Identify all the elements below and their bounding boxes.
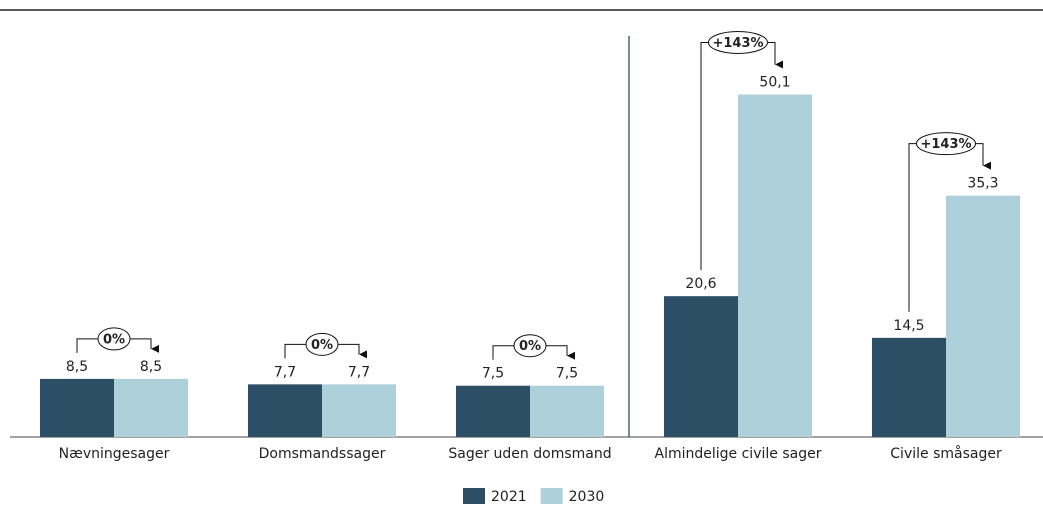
annotation-label: 0% [103, 332, 125, 347]
annotation-bubble [513, 334, 547, 358]
x-tick-label: Domsmandssager [259, 446, 386, 462]
x-tick-label: Almindelige civile sager [655, 446, 822, 462]
bar [664, 296, 738, 437]
bar [738, 94, 812, 438]
bar [322, 384, 396, 437]
value-label: 7,5 [556, 366, 578, 382]
x-tick-label: Sager uden domsmand [448, 446, 611, 462]
legend-swatch [540, 488, 563, 504]
value-label: 14,5 [893, 318, 924, 334]
bar [248, 384, 322, 437]
annotation-label: 0% [311, 338, 333, 353]
value-label: 7,7 [274, 364, 296, 380]
bar [40, 378, 114, 437]
value-label: 35,3 [967, 176, 998, 192]
annotation-label: +143% [712, 36, 763, 51]
x-tick-label: Civile småsager [890, 445, 1002, 462]
annotation-bubble [708, 30, 768, 54]
bar [946, 195, 1020, 437]
legend-swatch [463, 488, 485, 504]
annotation-label: +143% [920, 137, 971, 152]
value-label: 7,5 [482, 366, 504, 382]
legend-label: 2021 [491, 489, 527, 505]
annotation-bubble [305, 332, 339, 356]
annotation-bubble [916, 132, 976, 156]
value-label: 7,7 [348, 364, 370, 380]
value-label: 20,6 [685, 276, 716, 292]
bar [530, 385, 604, 437]
legend-label: 2030 [569, 489, 605, 505]
annotation-bubble [97, 327, 131, 351]
bar [872, 337, 946, 437]
value-label: 8,5 [140, 359, 162, 375]
bar [456, 385, 530, 437]
value-label: 50,1 [759, 74, 790, 90]
value-label: 8,5 [66, 359, 88, 375]
bar [114, 378, 188, 437]
annotation-label: 0% [519, 339, 541, 354]
x-tick-label: Nævningesager [59, 446, 170, 462]
